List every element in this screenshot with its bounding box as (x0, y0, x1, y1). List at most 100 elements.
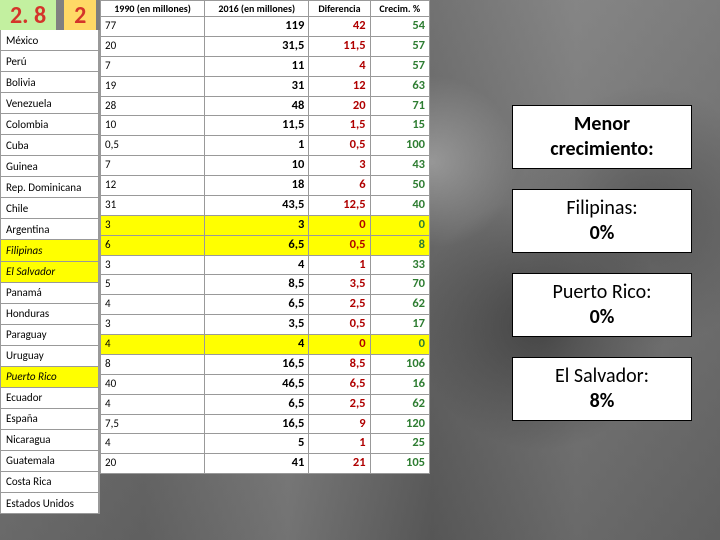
country-label: Guatemala (0, 451, 99, 472)
cell-diff: 12 (309, 76, 370, 96)
table-row: 711457 (101, 56, 430, 76)
country-label: El Salvador (0, 262, 99, 283)
cell-growth: 57 (370, 56, 429, 76)
cell-2016: 1 (205, 136, 309, 156)
cell-growth: 63 (370, 76, 429, 96)
table-row: 1011,51,515 (101, 116, 430, 136)
summary-item-name: El Salvador: (521, 364, 683, 389)
cell-2016: 16,5 (205, 354, 309, 374)
cell-diff: 0 (309, 335, 370, 355)
cell-1990: 5 (101, 275, 205, 295)
table-row: 7,516,59120 (101, 414, 430, 434)
table-row: 34133 (101, 255, 430, 275)
table-row: 33,50,517 (101, 315, 430, 335)
cell-1990: 20 (101, 454, 205, 474)
cell-2016: 31,5 (205, 36, 309, 56)
col-diff: Diferencia (309, 1, 370, 17)
cell-growth: 16 (370, 374, 429, 394)
country-label: Chile (0, 198, 99, 219)
cell-2016: 6,5 (205, 295, 309, 315)
country-label: Rep. Dominicana (0, 177, 99, 198)
cell-2016: 31 (205, 76, 309, 96)
table-row: 2031,511,557 (101, 36, 430, 56)
cell-diff: 3,5 (309, 275, 370, 295)
summary-title: Menor crecimiento: (521, 112, 683, 162)
table-row: 45125 (101, 434, 430, 454)
country-label: Colombia (0, 114, 99, 135)
tag-left: 2. 8 (0, 0, 56, 30)
cell-2016: 119 (205, 17, 309, 37)
cell-growth: 54 (370, 17, 429, 37)
col-1990: 1990 (en millones) (101, 1, 205, 17)
cell-growth: 105 (370, 454, 429, 474)
cell-1990: 40 (101, 374, 205, 394)
cell-1990: 6 (101, 235, 205, 255)
country-label: Costa Rica (0, 472, 99, 493)
cell-diff: 4 (309, 56, 370, 76)
cell-diff: 8,5 (309, 354, 370, 374)
table-row: 710343 (101, 156, 430, 176)
cell-1990: 31 (101, 195, 205, 215)
cell-1990: 4 (101, 335, 205, 355)
country-label: Uruguay (0, 346, 99, 367)
cell-1990: 8 (101, 354, 205, 374)
cell-2016: 6,5 (205, 394, 309, 414)
cell-1990: 28 (101, 96, 205, 116)
cell-diff: 0 (309, 215, 370, 235)
cell-diff: 0,5 (309, 136, 370, 156)
country-label: Ecuador (0, 388, 99, 409)
summary-panel: Menor crecimiento: Filipinas: 0% Puerto … (512, 105, 692, 421)
cell-2016: 5 (205, 434, 309, 454)
cell-1990: 3 (101, 255, 205, 275)
country-label: Panamá (0, 283, 99, 304)
table-row: 46,52,562 (101, 394, 430, 414)
summary-item-0: Filipinas: 0% (512, 189, 692, 253)
cell-growth: 0 (370, 215, 429, 235)
cell-diff: 6 (309, 176, 370, 196)
cell-growth: 43 (370, 156, 429, 176)
cell-diff: 1,5 (309, 116, 370, 136)
cell-1990: 7,5 (101, 414, 205, 434)
cell-growth: 106 (370, 354, 429, 374)
cell-diff: 6,5 (309, 374, 370, 394)
cell-1990: 7 (101, 156, 205, 176)
table-row: 204121105 (101, 454, 430, 474)
table-row: 19311263 (101, 76, 430, 96)
country-label: Venezuela (0, 93, 99, 114)
cell-1990: 10 (101, 116, 205, 136)
slide-tag: 2. 8 2 (0, 0, 96, 30)
cell-1990: 4 (101, 394, 205, 414)
table-row: 4046,56,516 (101, 374, 430, 394)
cell-2016: 3 (205, 215, 309, 235)
cell-diff: 9 (309, 414, 370, 434)
summary-item-value: 0% (521, 305, 683, 330)
cell-growth: 17 (370, 315, 429, 335)
country-label: Filipinas (0, 240, 99, 261)
table-row: 0,510,5100 (101, 136, 430, 156)
table-row: 58,53,570 (101, 275, 430, 295)
tag-right: 2 (64, 0, 96, 30)
cell-growth: 50 (370, 176, 429, 196)
cell-2016: 4 (205, 335, 309, 355)
country-label: Honduras (0, 304, 99, 325)
cell-growth: 25 (370, 434, 429, 454)
cell-growth: 71 (370, 96, 429, 116)
cell-diff: 20 (309, 96, 370, 116)
cell-2016: 4 (205, 255, 309, 275)
summary-item-1: Puerto Rico: 0% (512, 273, 692, 337)
cell-2016: 48 (205, 96, 309, 116)
country-label: Estados Unidos (0, 493, 99, 514)
cell-diff: 12,5 (309, 195, 370, 215)
cell-2016: 8,5 (205, 275, 309, 295)
summary-item-value: 8% (521, 389, 683, 414)
cell-2016: 6,5 (205, 235, 309, 255)
cell-1990: 4 (101, 434, 205, 454)
table-row: 46,52,562 (101, 295, 430, 315)
cell-1990: 3 (101, 215, 205, 235)
table-row: 28482071 (101, 96, 430, 116)
col-growth: Crecim. % (370, 1, 429, 17)
country-label: Cuba (0, 135, 99, 156)
col-2016: 2016 (en millones) (205, 1, 309, 17)
country-label: Guinea (0, 156, 99, 177)
cell-2016: 16,5 (205, 414, 309, 434)
